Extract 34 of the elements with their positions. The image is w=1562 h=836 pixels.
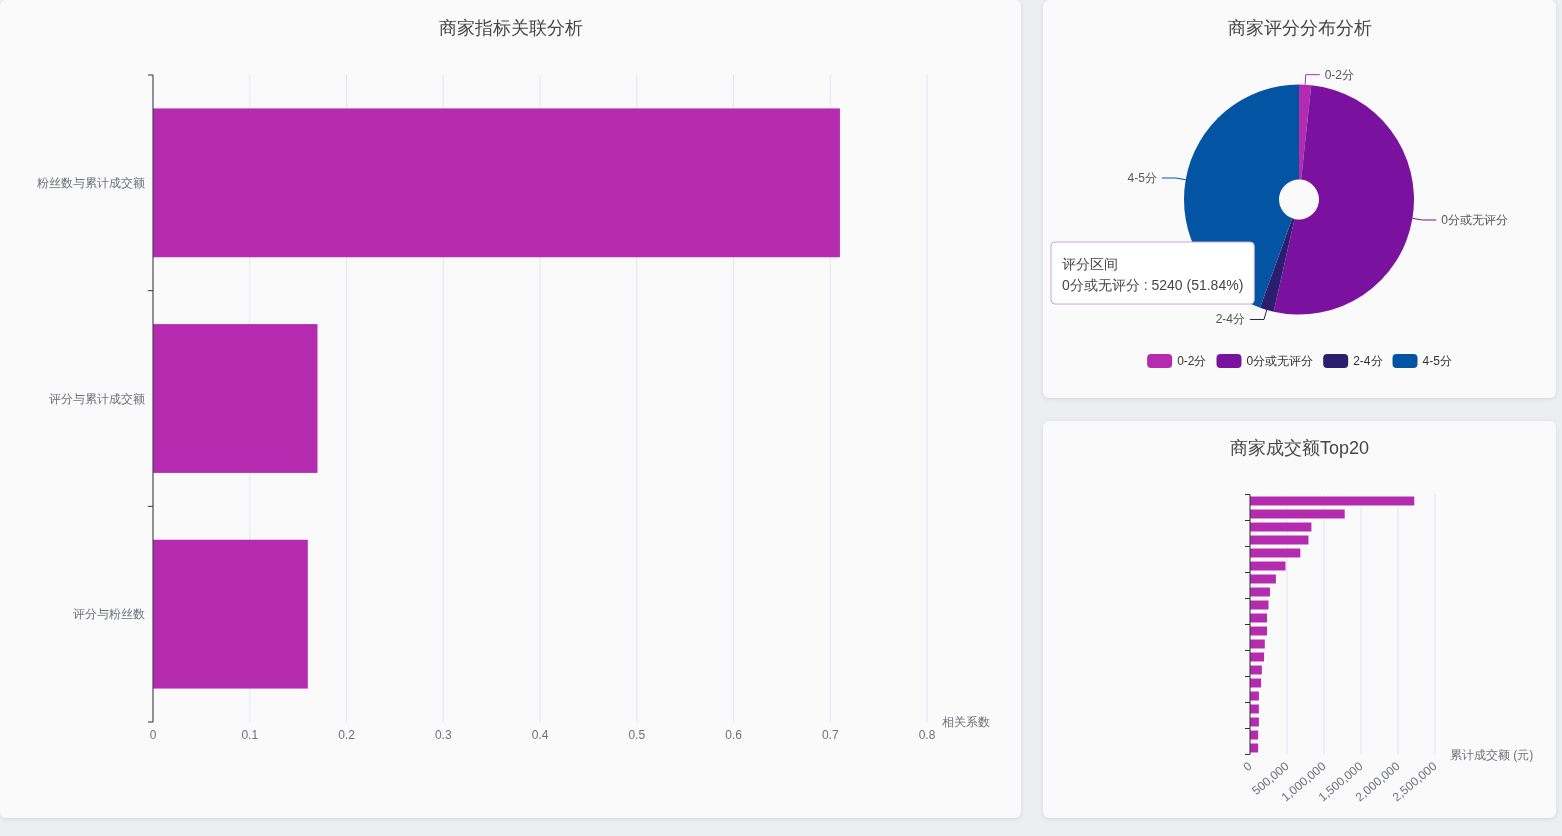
legend-label: 2-4分 — [1353, 354, 1383, 368]
x-tick-label: 0.2 — [338, 728, 356, 742]
text: 评分区间 — [1062, 255, 1118, 272]
text: 0分或无评分 : 5240 (51.84%) — [1062, 276, 1244, 293]
y-tick-label: 评分与粉丝数 — [73, 607, 145, 622]
donut-slice — [1299, 84, 1312, 180]
x-tick-label: 0.8 — [918, 728, 936, 742]
bar — [153, 539, 308, 689]
legend-label: 0-2分 — [1177, 354, 1207, 368]
slice-label: 0-2分 — [1324, 67, 1355, 82]
legend-label: 4-5分 — [1422, 354, 1452, 368]
x-tick-label: 0 — [149, 728, 157, 742]
bar — [153, 324, 318, 473]
x-tick-label: 0.1 — [241, 728, 259, 742]
donut-slice — [1260, 218, 1295, 312]
x-tick-label: 0.4 — [531, 728, 549, 742]
x-tick-label: 0.7 — [821, 728, 839, 742]
slice-label: 0分或无评分 — [1441, 212, 1508, 227]
x-axis-title: 相关系数 — [942, 715, 990, 729]
x-axis-title: 累计成交额 (元) — [1450, 747, 1534, 762]
slice-label: 2-4分 — [1215, 312, 1245, 327]
slice-label: 4-5分 — [1127, 171, 1157, 186]
x-tick-label: 0.6 — [725, 728, 743, 742]
y-tick-label: 粉丝数与累计成交额 — [37, 175, 145, 190]
x-tick-label: 0 — [1240, 758, 1255, 775]
bar — [153, 108, 840, 258]
x-tick-label: 0.3 — [434, 728, 452, 742]
x-tick-label: 0.5 — [628, 728, 646, 742]
legend-label: 0分或无评分 — [1246, 354, 1314, 368]
donut-slice — [1273, 85, 1414, 315]
y-tick-label: 评分与累计成交额 — [49, 391, 145, 406]
chart-title: 商家成交额Top20 — [1229, 438, 1370, 458]
chart-title: 商家评分分布分析 — [1227, 18, 1372, 38]
chart-title: 商家指标关联分析 — [438, 18, 583, 38]
